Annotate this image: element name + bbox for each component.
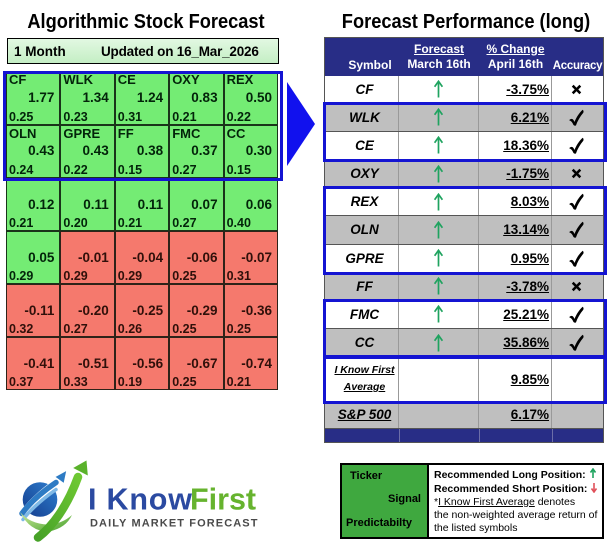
svg-text:First: First bbox=[190, 483, 256, 517]
svg-text:I Know: I Know bbox=[88, 483, 193, 517]
svg-text:DAILY MARKET FORECAST: DAILY MARKET FORECAST bbox=[90, 518, 259, 530]
